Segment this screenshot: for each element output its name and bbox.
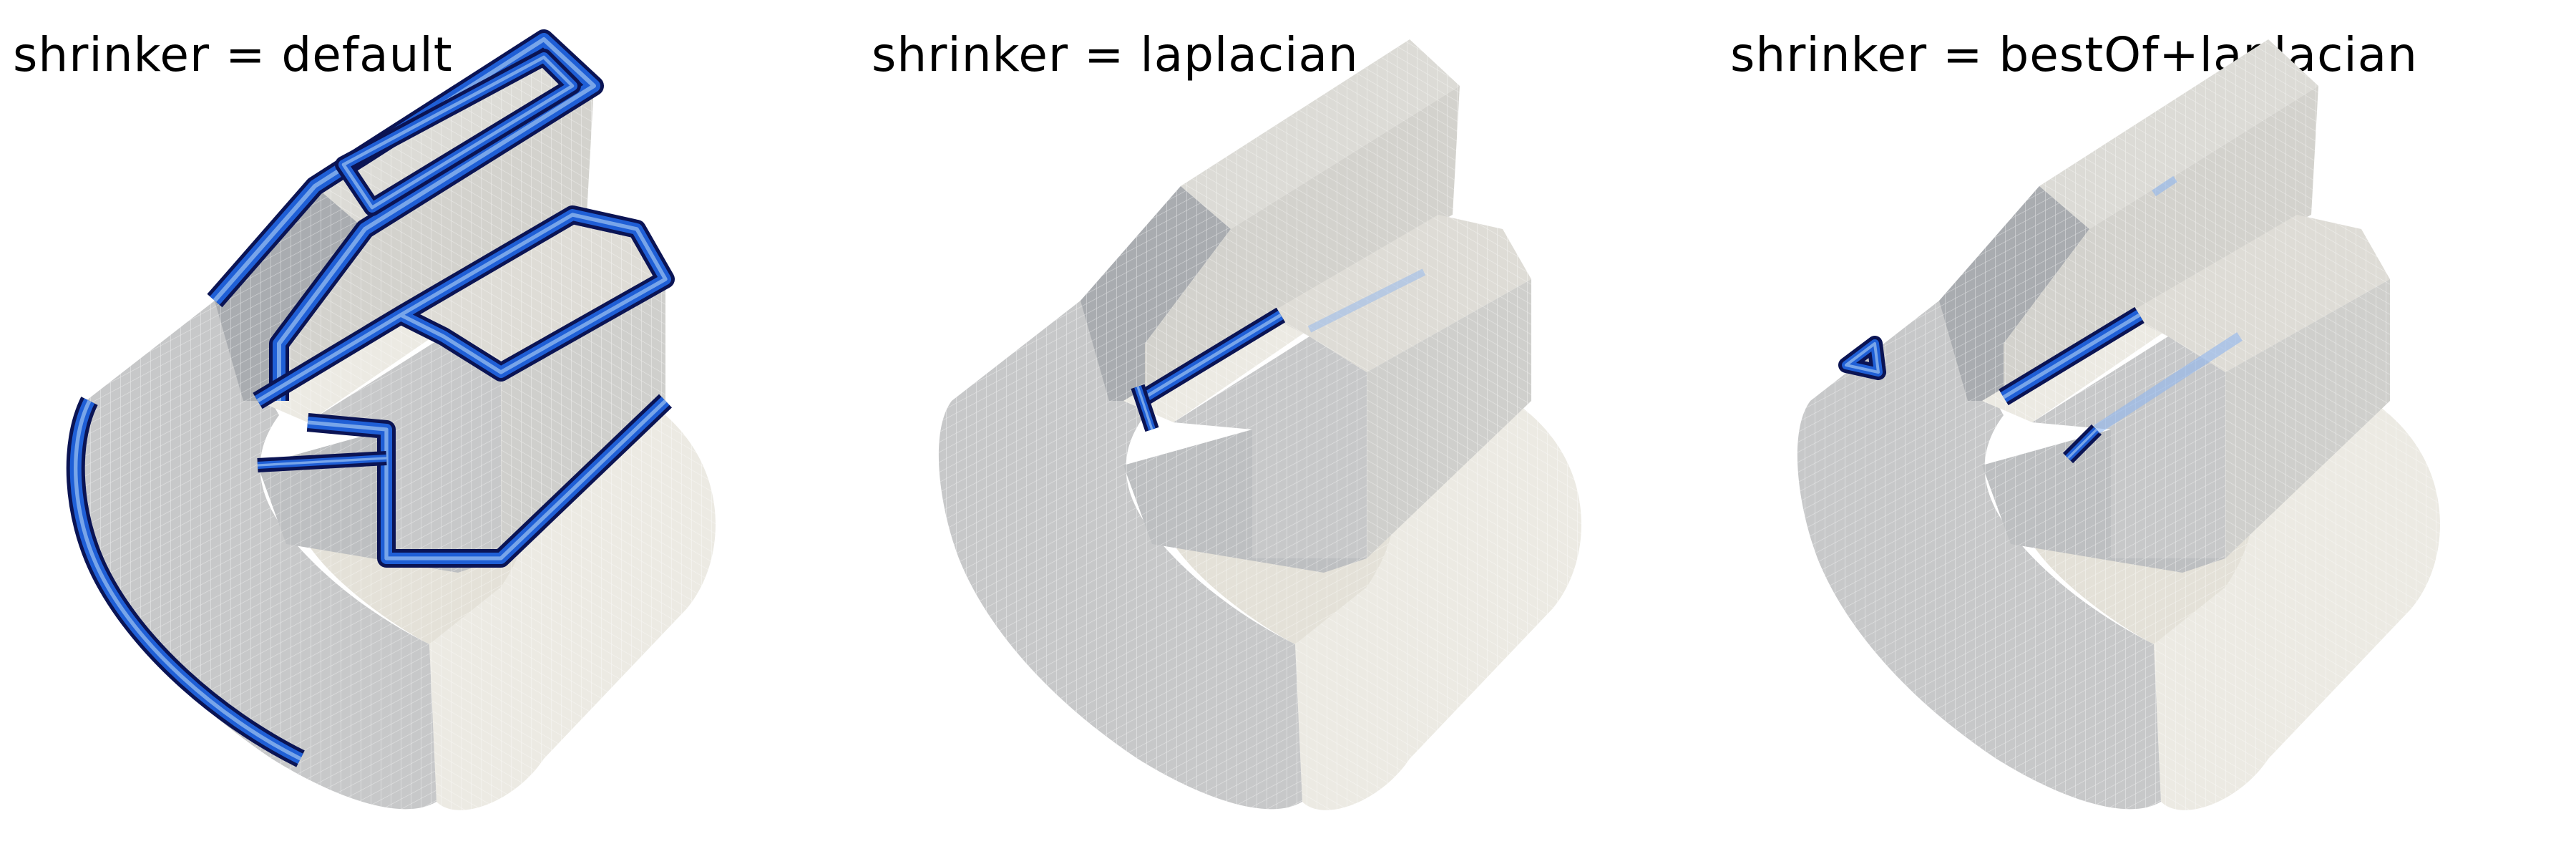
cell-band-lid-inner [213,37,596,401]
lid-top-face-grid [1181,39,1460,229]
mesh-group [66,29,716,810]
ledge-face-grid [1123,430,1367,573]
cell-band-faint [1307,268,1426,333]
lid-underside-face-grid [279,86,594,401]
block-front-face-grid [308,336,501,558]
ledge-face-grid [1982,430,2225,573]
front-side-face-grid [72,301,437,810]
panel-title: shrinker = default [13,27,453,82]
lid-underside-face-grid [2004,86,2318,401]
lid-front-face-grid [1080,186,1231,401]
slot-floor-face-grid [1123,315,1309,422]
panel-default: shrinker = default [0,0,859,859]
lid-underside-face-grid [1145,86,1460,401]
mesh-render-default [66,29,716,810]
block-end-face-grid [2225,279,2390,558]
cell-band-slot-end-inner [1136,386,1153,430]
slot-floor-face-grid [258,315,444,422]
cell-band-faint-lid [2152,175,2177,197]
block-front-face-grid [2032,336,2225,558]
mesh-group [1797,39,2440,810]
mesh-render-bestof [1797,39,2440,810]
cell-band-lid-inner-inner [341,55,575,210]
cell-band-slot-inner [2002,313,2141,399]
lid-front-face-grid [1939,186,2089,401]
cell-band-outline-inner [74,399,302,761]
cell-band-slot-inner [1143,314,1282,399]
front-side-face-grid [1797,301,2161,810]
block-top-face-grid [401,215,665,372]
block-end-face-grid [1367,279,1531,558]
panel-title: shrinker = bestOf+laplacian [1730,27,2418,82]
cell-band-left-inner [1845,342,1880,374]
cell-band-ledge-inner [257,457,387,467]
cell-band-front-inner [307,399,667,560]
panel-laplacian: shrinker = laplacian [859,0,1717,859]
cell-band-block-inner [256,213,668,403]
mesh-group [938,39,1581,810]
mesh-render-laplacian [938,39,1581,810]
lid-front-face-grid [215,186,365,401]
block-front-face-grid [1174,336,1367,558]
slot-floor-face-grid [1982,315,2168,422]
cell-band-faint [2094,332,2243,434]
panel-bestof-laplacian: shrinker = bestOf+laplacian [1717,0,2576,859]
lid-top-face-grid [315,39,594,229]
block-top-face-grid [1267,215,1531,372]
lid-top-face-grid [2039,39,2318,229]
block-top-face-grid [2125,215,2390,372]
panel-title: shrinker = laplacian [872,27,1359,82]
front-side-face-grid [938,301,1302,810]
cell-band-bottom-inner [2067,428,2098,460]
